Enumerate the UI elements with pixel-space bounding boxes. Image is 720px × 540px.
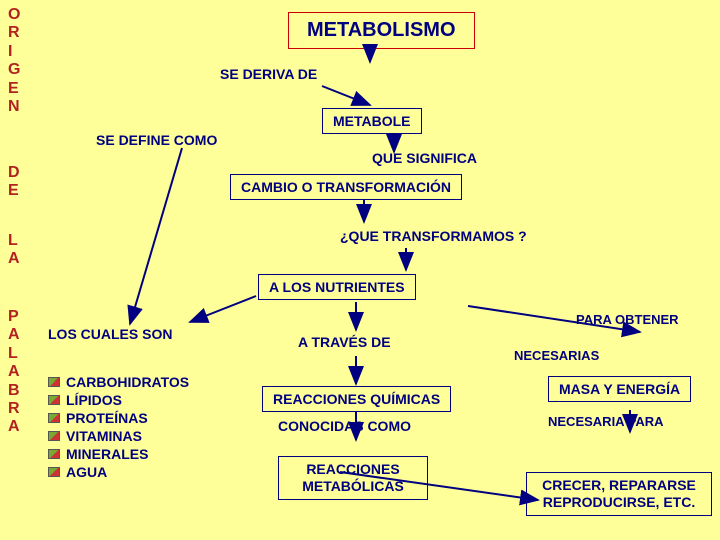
nutrientes-box: A LOS NUTRIENTES — [258, 274, 416, 300]
list-item: AGUA — [48, 464, 189, 480]
list-item: CARBOHIDRATOS — [48, 374, 189, 390]
list-item-label: PROTEÍNAS — [66, 410, 148, 426]
bullet-icon — [48, 413, 60, 423]
list-item-label: LÍPIDOS — [66, 392, 122, 408]
loscuales-label: LOS CUALES SON — [48, 326, 172, 342]
paraobtener-label: PARA OBTENER — [576, 312, 679, 327]
sedefine-label: SE DEFINE COMO — [96, 132, 217, 148]
cambio-box: CAMBIO O TRANSFORMACIÓN — [230, 174, 462, 200]
metabole-box: METABOLE — [322, 108, 422, 134]
list-item: LÍPIDOS — [48, 392, 189, 408]
list-item: PROTEÍNAS — [48, 410, 189, 426]
vertical-la: LA — [8, 232, 20, 269]
quesignifica-label: QUE SIGNIFICA — [372, 150, 477, 166]
list-item-label: AGUA — [66, 464, 107, 480]
bullet-icon — [48, 449, 60, 459]
necesarias-label: NECESARIAS — [514, 348, 599, 363]
atraves-label: A TRAVÉS DE — [298, 334, 391, 350]
quetransformamos-label: ¿QUE TRANSFORMAMOS ? — [340, 228, 527, 244]
crecer-box: CRECER, REPARARSE REPRODUCIRSE, ETC. — [526, 472, 712, 516]
sederiva-label: SE DERIVA DE — [220, 66, 317, 82]
reaccionesq-box: REACCIONES QUÍMICAS — [262, 386, 451, 412]
bullet-icon — [48, 467, 60, 477]
vertical-de: DE — [8, 164, 20, 201]
vertical-palabra: PALABRA — [8, 308, 20, 437]
title-box: METABOLISMO — [288, 12, 475, 49]
necesariapara-label: NECESARIA PARA — [548, 414, 664, 429]
list-item: VITAMINAS — [48, 428, 189, 444]
vertical-origen: ORIGEN — [8, 6, 20, 116]
list-item-label: MINERALES — [66, 446, 148, 462]
masaenergia-box: MASA Y ENERGÍA — [548, 376, 691, 402]
reaccionesm-box: REACCIONES METABÓLICAS — [278, 456, 428, 500]
conocidas-label: CONOCIDAS COMO — [278, 418, 411, 434]
bullet-icon — [48, 377, 60, 387]
bullet-icon — [48, 431, 60, 441]
nutrient-list: CARBOHIDRATOS LÍPIDOS PROTEÍNAS VITAMINAS MI… — [48, 374, 189, 482]
list-item: MINERALES — [48, 446, 189, 462]
bullet-icon — [48, 395, 60, 405]
list-item-label: CARBOHIDRATOS — [66, 374, 189, 390]
list-item-label: VITAMINAS — [66, 428, 142, 444]
